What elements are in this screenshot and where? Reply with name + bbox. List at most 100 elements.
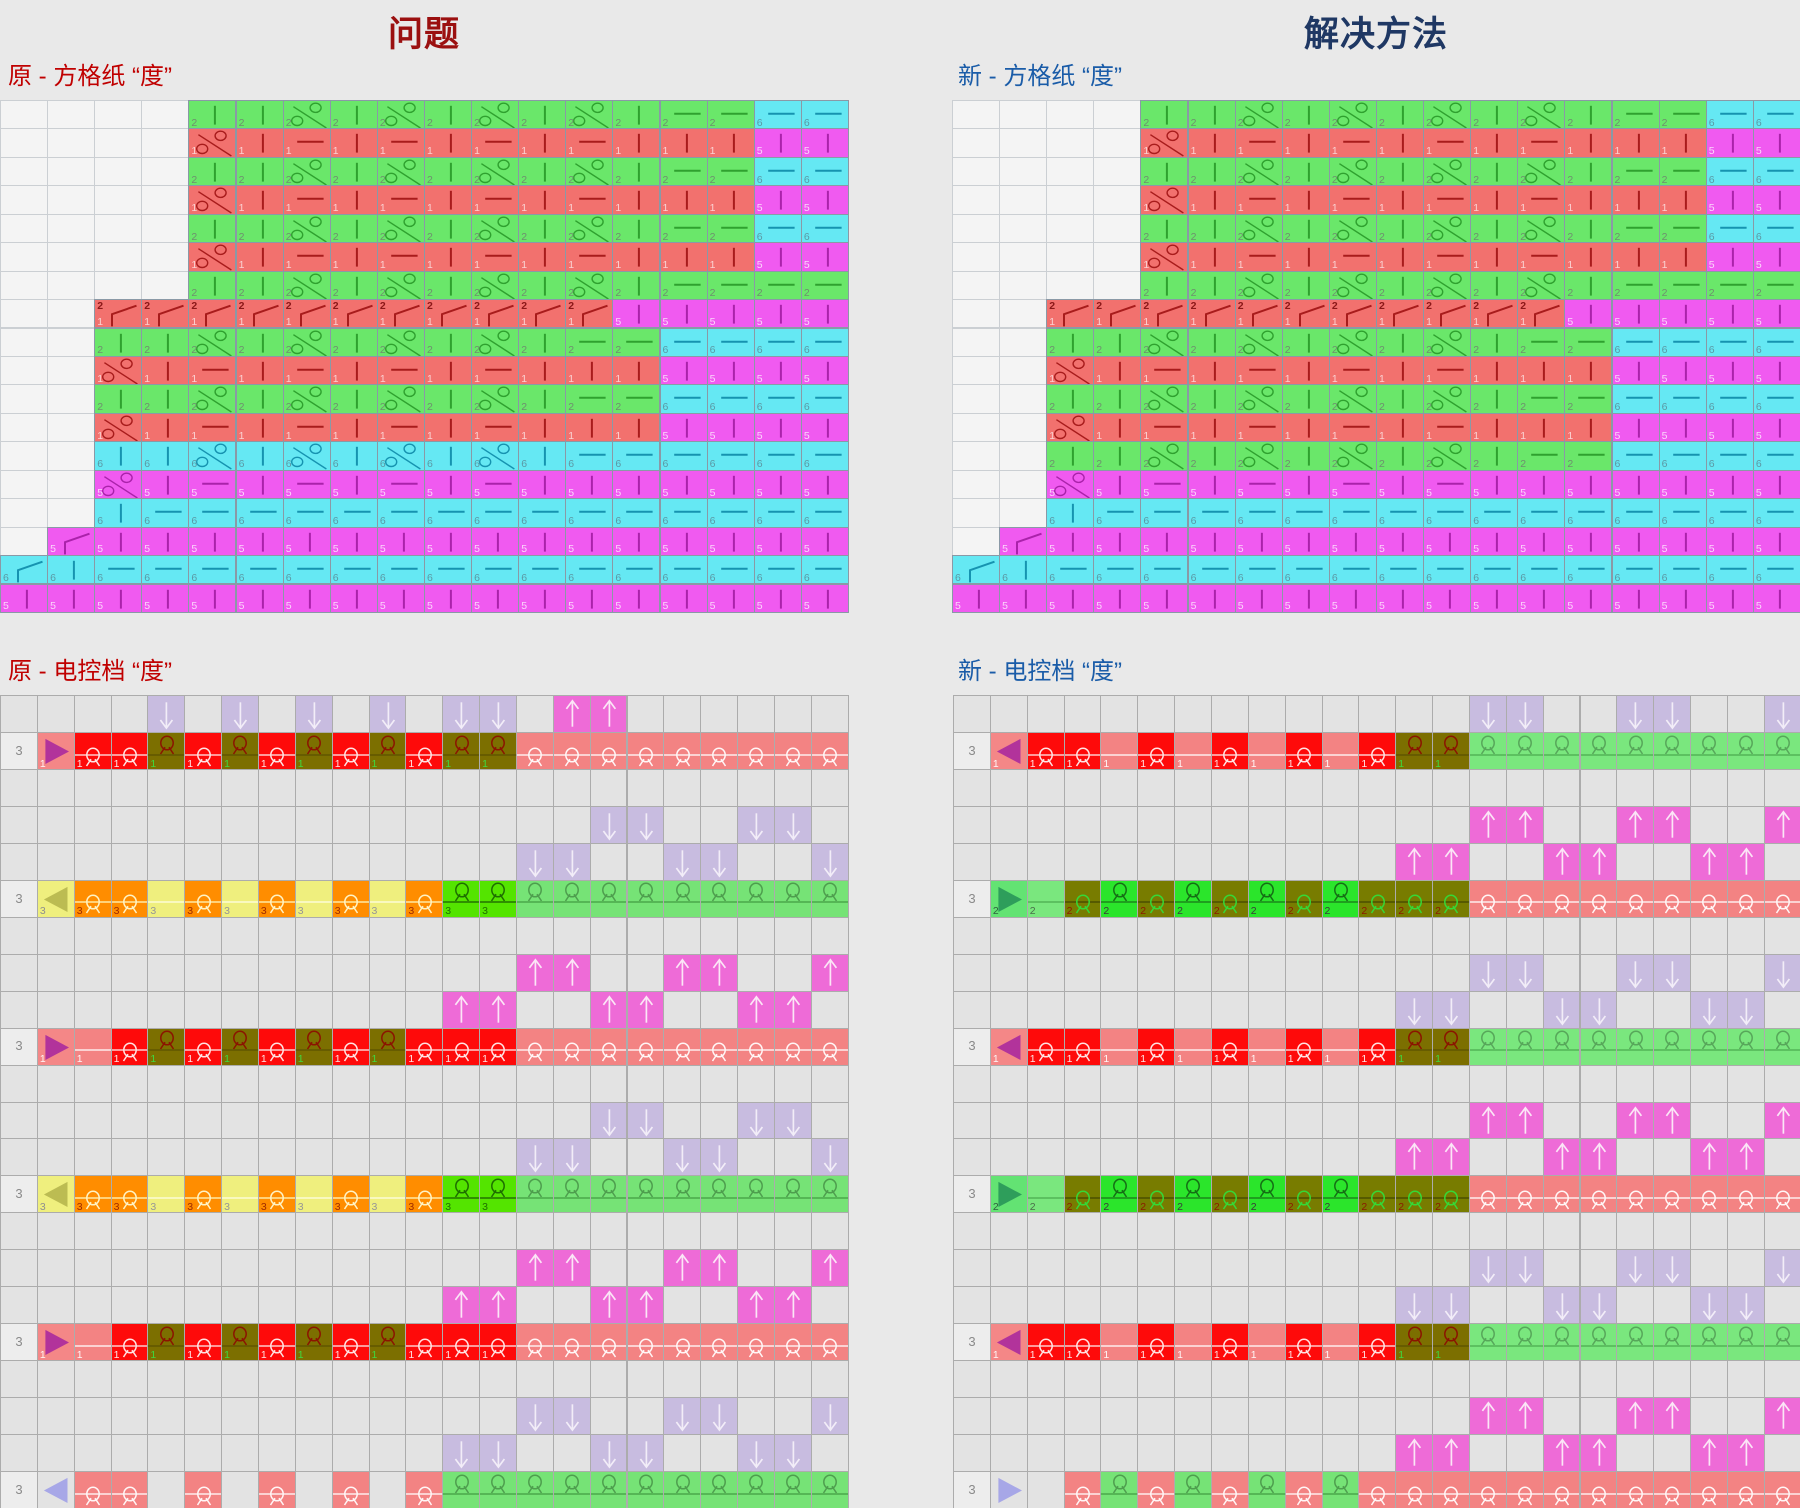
chart-cell: 2	[94, 327, 143, 357]
control-cell: 1	[368, 1027, 407, 1066]
knit-bar-icon	[261, 162, 264, 182]
control-cell	[700, 1175, 738, 1214]
chart-cell: 2	[518, 213, 567, 244]
chart-cell	[0, 469, 49, 500]
chart-cell	[1093, 185, 1142, 215]
control-cell	[589, 1175, 628, 1214]
control-cell	[810, 916, 849, 955]
control-cell	[1542, 1212, 1581, 1251]
control-cell	[515, 732, 554, 770]
knit-bar-icon	[1260, 532, 1263, 552]
chart-cell: 5	[141, 526, 190, 556]
carriage-right-icon	[998, 1182, 1022, 1208]
loop-icon	[1075, 1486, 1091, 1506]
chart-cell: 2	[1187, 156, 1236, 187]
control-cell	[1395, 1212, 1434, 1251]
knit-bar-icon	[1307, 447, 1310, 466]
chart-cell: 6	[235, 555, 284, 585]
control-cell: 3	[257, 879, 296, 918]
knit-bar-icon	[826, 418, 829, 438]
up-arrow-icon	[1555, 1438, 1569, 1466]
control-cell	[368, 1286, 407, 1325]
chart-cell: 2	[1658, 100, 1707, 130]
control-cell	[331, 1471, 370, 1508]
chart-cell	[999, 128, 1048, 158]
carriage-right-icon	[998, 1477, 1022, 1503]
control-cell: 2	[1432, 879, 1470, 918]
control-cell	[1174, 1064, 1212, 1103]
control-cell	[442, 953, 481, 992]
chart-cell: 1	[424, 412, 473, 443]
control-cell	[257, 1101, 296, 1140]
control-cell	[552, 879, 591, 918]
up-arrow-icon	[1629, 1105, 1643, 1134]
control-cell	[953, 1212, 991, 1251]
chart-cell: 6	[1752, 156, 1800, 187]
knit-bar-icon	[826, 475, 829, 495]
control-cell	[515, 695, 554, 733]
control-cell	[1100, 1471, 1139, 1508]
loop-icon	[1665, 735, 1680, 755]
control-cell	[110, 953, 149, 992]
chart-cell: 1	[659, 242, 708, 272]
knit-bar-icon	[1496, 418, 1499, 438]
loop-icon	[1739, 735, 1754, 755]
loop-icon	[1554, 735, 1570, 755]
control-cell: 1	[989, 732, 1028, 770]
loop-icon	[491, 1042, 506, 1062]
chart-cell: 1	[518, 356, 567, 386]
chart-cell: 2	[1470, 213, 1519, 244]
knit-bar-icon	[1590, 219, 1593, 239]
control-cell	[1505, 1471, 1544, 1508]
control-cell	[515, 1360, 554, 1399]
up-arrow-icon	[602, 699, 616, 727]
control-cell	[1284, 842, 1323, 881]
control-cell	[515, 1323, 554, 1362]
control-cell	[1321, 916, 1360, 955]
chart-cell	[952, 441, 1001, 471]
control-cell	[552, 916, 591, 955]
chart-cell: 5	[659, 583, 708, 613]
chart-cell: 5	[329, 469, 378, 500]
knit-bar-icon	[167, 475, 170, 495]
control-cell	[773, 879, 812, 918]
control-cell: 2	[1100, 1175, 1139, 1214]
chart-cell: 1	[1187, 185, 1236, 215]
knit-bar-icon	[1119, 333, 1122, 353]
control-cell	[1321, 1397, 1360, 1436]
chart-cell: 5	[612, 299, 661, 329]
purl-dash-icon	[767, 510, 795, 513]
chart-cell: 6	[800, 213, 849, 244]
control-cell	[515, 768, 554, 807]
chart-cell: 6	[329, 498, 378, 528]
down-arrow-icon	[307, 702, 321, 730]
control-cell	[589, 1027, 628, 1066]
knit-bar-icon	[1401, 475, 1404, 495]
purl-dash-icon	[485, 254, 512, 257]
control-cell	[1690, 953, 1728, 992]
chart-cell: 5	[1423, 583, 1472, 613]
chart-cell	[0, 441, 49, 471]
knit-bar-icon	[449, 589, 452, 609]
control-cell	[1542, 1249, 1581, 1288]
control-cell	[110, 842, 149, 881]
chart-cell: 1	[1376, 242, 1425, 272]
control-cell	[589, 768, 628, 807]
control-cell	[1505, 1360, 1544, 1399]
down-arrow-icon	[565, 850, 579, 878]
knit-bar-icon	[1448, 532, 1451, 552]
up-arrow-icon	[1407, 847, 1422, 875]
control-cell	[1395, 1360, 1434, 1399]
control-cell	[110, 695, 149, 733]
loop-icon	[749, 1042, 764, 1062]
chart-cell	[999, 356, 1048, 386]
control-cell	[1579, 916, 1618, 955]
chart-cell: 2	[1328, 156, 1377, 187]
knit-bar-icon	[1401, 276, 1404, 296]
control-cell	[1137, 1360, 1176, 1399]
loop-icon	[1296, 1338, 1312, 1358]
control-cell	[257, 1138, 296, 1177]
chart-cell: 6	[753, 555, 802, 585]
down-arrow-icon	[491, 1441, 506, 1469]
loop-icon	[1554, 1486, 1570, 1506]
